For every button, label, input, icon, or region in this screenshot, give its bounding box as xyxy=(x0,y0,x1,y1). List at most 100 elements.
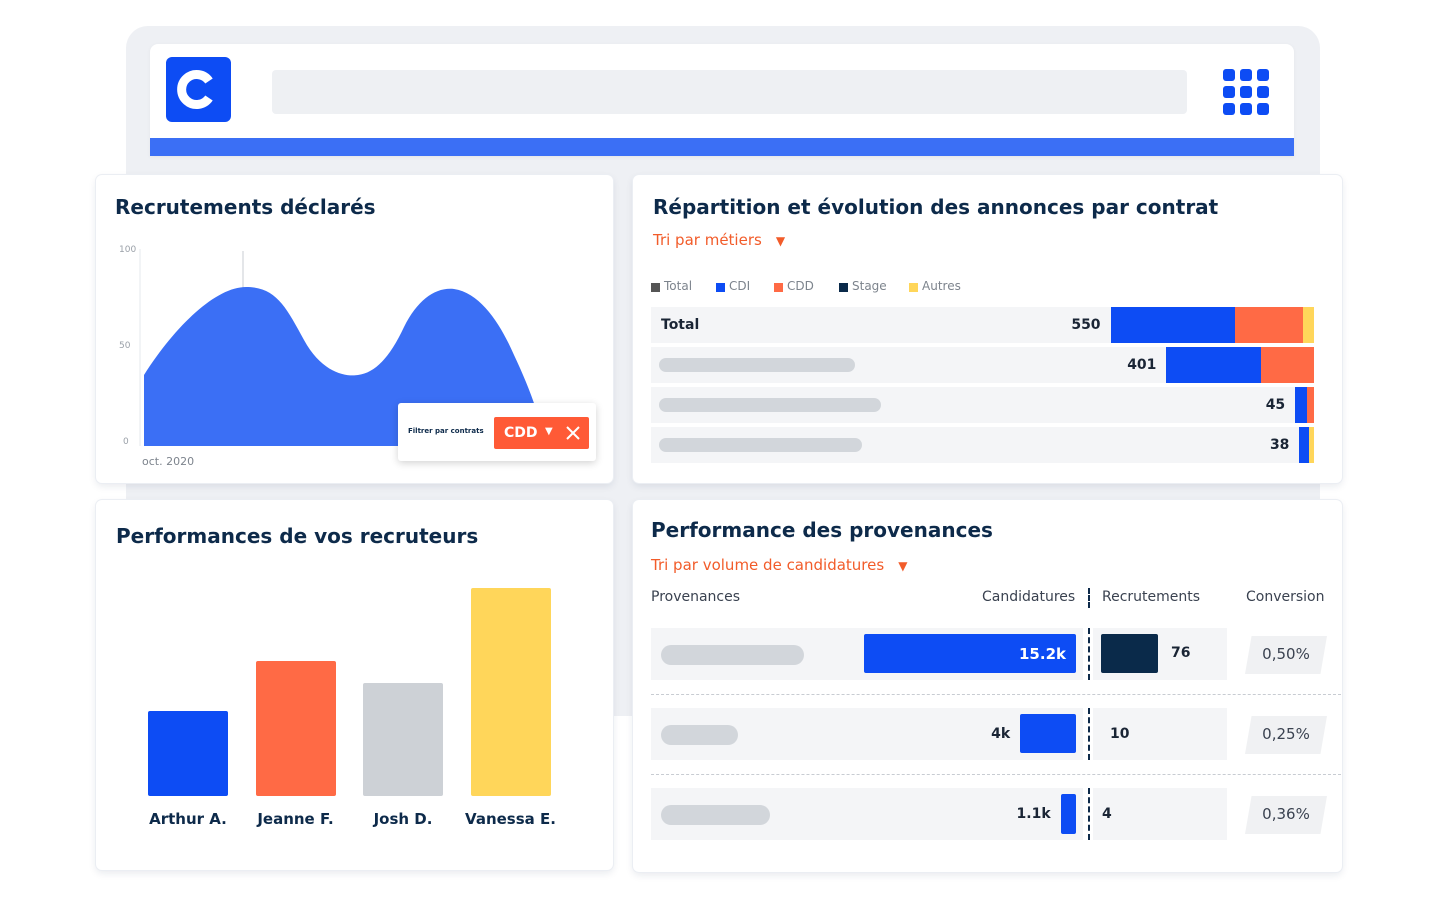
card-title: Recrutements déclarés xyxy=(115,195,376,219)
conversion-value: 0,50% xyxy=(1262,645,1310,663)
row-value: 401 xyxy=(1127,357,1157,373)
card-title: Performance des provenances xyxy=(651,518,993,542)
caret-down-icon: ▼ xyxy=(898,559,908,573)
close-icon[interactable] xyxy=(566,426,580,440)
conversion-badge xyxy=(1245,796,1327,834)
filter-selected-value: CDD xyxy=(504,425,538,441)
contract-row[interactable]: 38 xyxy=(651,427,1314,463)
bar-segment xyxy=(1308,427,1314,463)
bar-segment xyxy=(1299,427,1309,463)
candidatures-bar xyxy=(864,634,1076,673)
row-placeholder xyxy=(659,398,881,412)
recrutements-value: 10 xyxy=(1110,726,1130,742)
bar-vanessa[interactable] xyxy=(470,588,551,796)
legend-label: Stage xyxy=(852,279,887,293)
caret-down-icon: ▼ xyxy=(775,234,786,248)
bar-segment xyxy=(1307,387,1314,423)
sort-dropdown[interactable]: Tri par volume de candidatures ▼ xyxy=(651,556,907,574)
filter-label: Filtrer par contrats xyxy=(408,427,484,435)
row-value: 38 xyxy=(1269,437,1290,453)
grid-icon[interactable] xyxy=(1223,69,1269,115)
recrutements-cell xyxy=(1093,708,1227,760)
legend: Total CDI CDD Stage Autres xyxy=(651,279,1051,295)
card-recruteurs: Performances de vos recruteurs Arthur A.… xyxy=(96,500,613,870)
bar-label: Arthur A. xyxy=(149,810,227,828)
bar-segment xyxy=(1110,307,1236,343)
row-value: 45 xyxy=(1265,397,1286,413)
sort-label: Tri par métiers xyxy=(653,231,762,249)
conversion-badge xyxy=(1245,716,1327,754)
legend-label: CDD xyxy=(787,279,814,293)
bar-josh[interactable] xyxy=(363,683,443,796)
column-divider xyxy=(1088,708,1090,760)
legend-swatch xyxy=(716,283,725,292)
column-divider xyxy=(1088,588,1090,608)
source-row[interactable]: 1.1k 4 0,36% xyxy=(651,788,1341,840)
row-separator xyxy=(651,774,1341,775)
bar-segment xyxy=(1261,347,1314,383)
bar-segment xyxy=(1295,387,1308,423)
legend-label: CDI xyxy=(729,279,751,293)
card-title: Répartition et évolution des annonces pa… xyxy=(653,195,1219,219)
row-placeholder xyxy=(659,438,862,452)
y-tick-100: 100 xyxy=(119,245,137,255)
conversion-value: 0,36% xyxy=(1262,805,1310,823)
column-divider xyxy=(1088,788,1090,840)
source-placeholder xyxy=(661,725,738,745)
legend-label: Autres xyxy=(922,279,961,293)
caret-down-icon[interactable]: ▼ xyxy=(545,426,553,437)
contract-filter-select[interactable]: CDD ▼ xyxy=(494,417,589,449)
candidatures-value: 15.2k xyxy=(1019,645,1066,663)
contract-row[interactable]: 45 xyxy=(651,387,1314,423)
row-value: 550 xyxy=(1071,317,1101,333)
logo-c-icon xyxy=(177,70,213,109)
app-logo[interactable] xyxy=(166,57,231,122)
legend-swatch xyxy=(774,283,783,292)
card-title: Performances de vos recruteurs xyxy=(116,524,479,548)
conversion-value: 0,25% xyxy=(1262,725,1310,743)
bar-segment xyxy=(1235,307,1304,343)
legend-label: Total xyxy=(664,279,693,293)
y-tick-0: 0 xyxy=(123,437,129,447)
bar-arthur[interactable] xyxy=(148,711,228,796)
bar-label: Vanessa E. xyxy=(465,810,556,828)
legend-swatch xyxy=(839,283,848,292)
candidatures-value: 4k xyxy=(991,726,1011,742)
row-label: Total xyxy=(661,317,700,333)
header-recrutements: Recrutements xyxy=(1102,589,1201,605)
card-provenances: Performance des provenances Tri par volu… xyxy=(633,500,1342,872)
recrutements-value: 4 xyxy=(1102,806,1112,822)
bar-segment xyxy=(1166,347,1262,383)
recrutements-bar xyxy=(1101,634,1158,673)
recruiter-bar-chart: Arthur A. Jeanne F. Josh D. Vanessa E. xyxy=(136,570,576,840)
card-repartition: Répartition et évolution des annonces pa… xyxy=(633,175,1342,483)
source-row[interactable]: 4k 10 0,25% xyxy=(651,708,1341,775)
legend-swatch xyxy=(651,283,660,292)
contract-row[interactable]: 401 xyxy=(651,347,1314,383)
filter-popover: Filtrer par contrats CDD ▼ xyxy=(398,403,596,461)
contract-row[interactable]: Total 550 xyxy=(651,307,1314,343)
row-placeholder xyxy=(659,358,855,372)
bar-segment xyxy=(1303,307,1314,343)
bar-label: Jeanne F. xyxy=(257,810,334,828)
sort-label: Tri par volume de candidatures xyxy=(651,556,885,574)
row-separator xyxy=(651,694,1341,695)
sort-dropdown[interactable]: Tri par métiers ▼ xyxy=(653,231,785,249)
conversion-badge xyxy=(1245,636,1327,674)
contract-rows: Total 550 401 45 38 xyxy=(651,307,1314,467)
source-rows: 15.2k 76 0,50% 4k 10 0,25% 1.1k 4 0,36% xyxy=(651,628,1341,848)
source-row[interactable]: 15.2k 76 0,50% xyxy=(651,628,1341,695)
legend-swatch xyxy=(909,283,918,292)
recrutements-value: 76 xyxy=(1171,645,1191,661)
address-bar[interactable] xyxy=(272,70,1187,114)
bar-jeanne[interactable] xyxy=(255,661,336,796)
candidatures-value: 1.1k xyxy=(1016,806,1051,822)
header-conversion: Conversion xyxy=(1246,589,1325,605)
candidatures-bar xyxy=(1060,794,1076,834)
source-placeholder xyxy=(661,645,804,665)
header-candidatures: Candidatures xyxy=(982,589,1076,605)
candidatures-bar xyxy=(1020,714,1076,753)
y-tick-50: 50 xyxy=(119,341,131,351)
recrutements-cell xyxy=(1093,788,1227,840)
card-recrutements: Recrutements déclarés 100 50 0 oct. 2020… xyxy=(96,175,613,483)
